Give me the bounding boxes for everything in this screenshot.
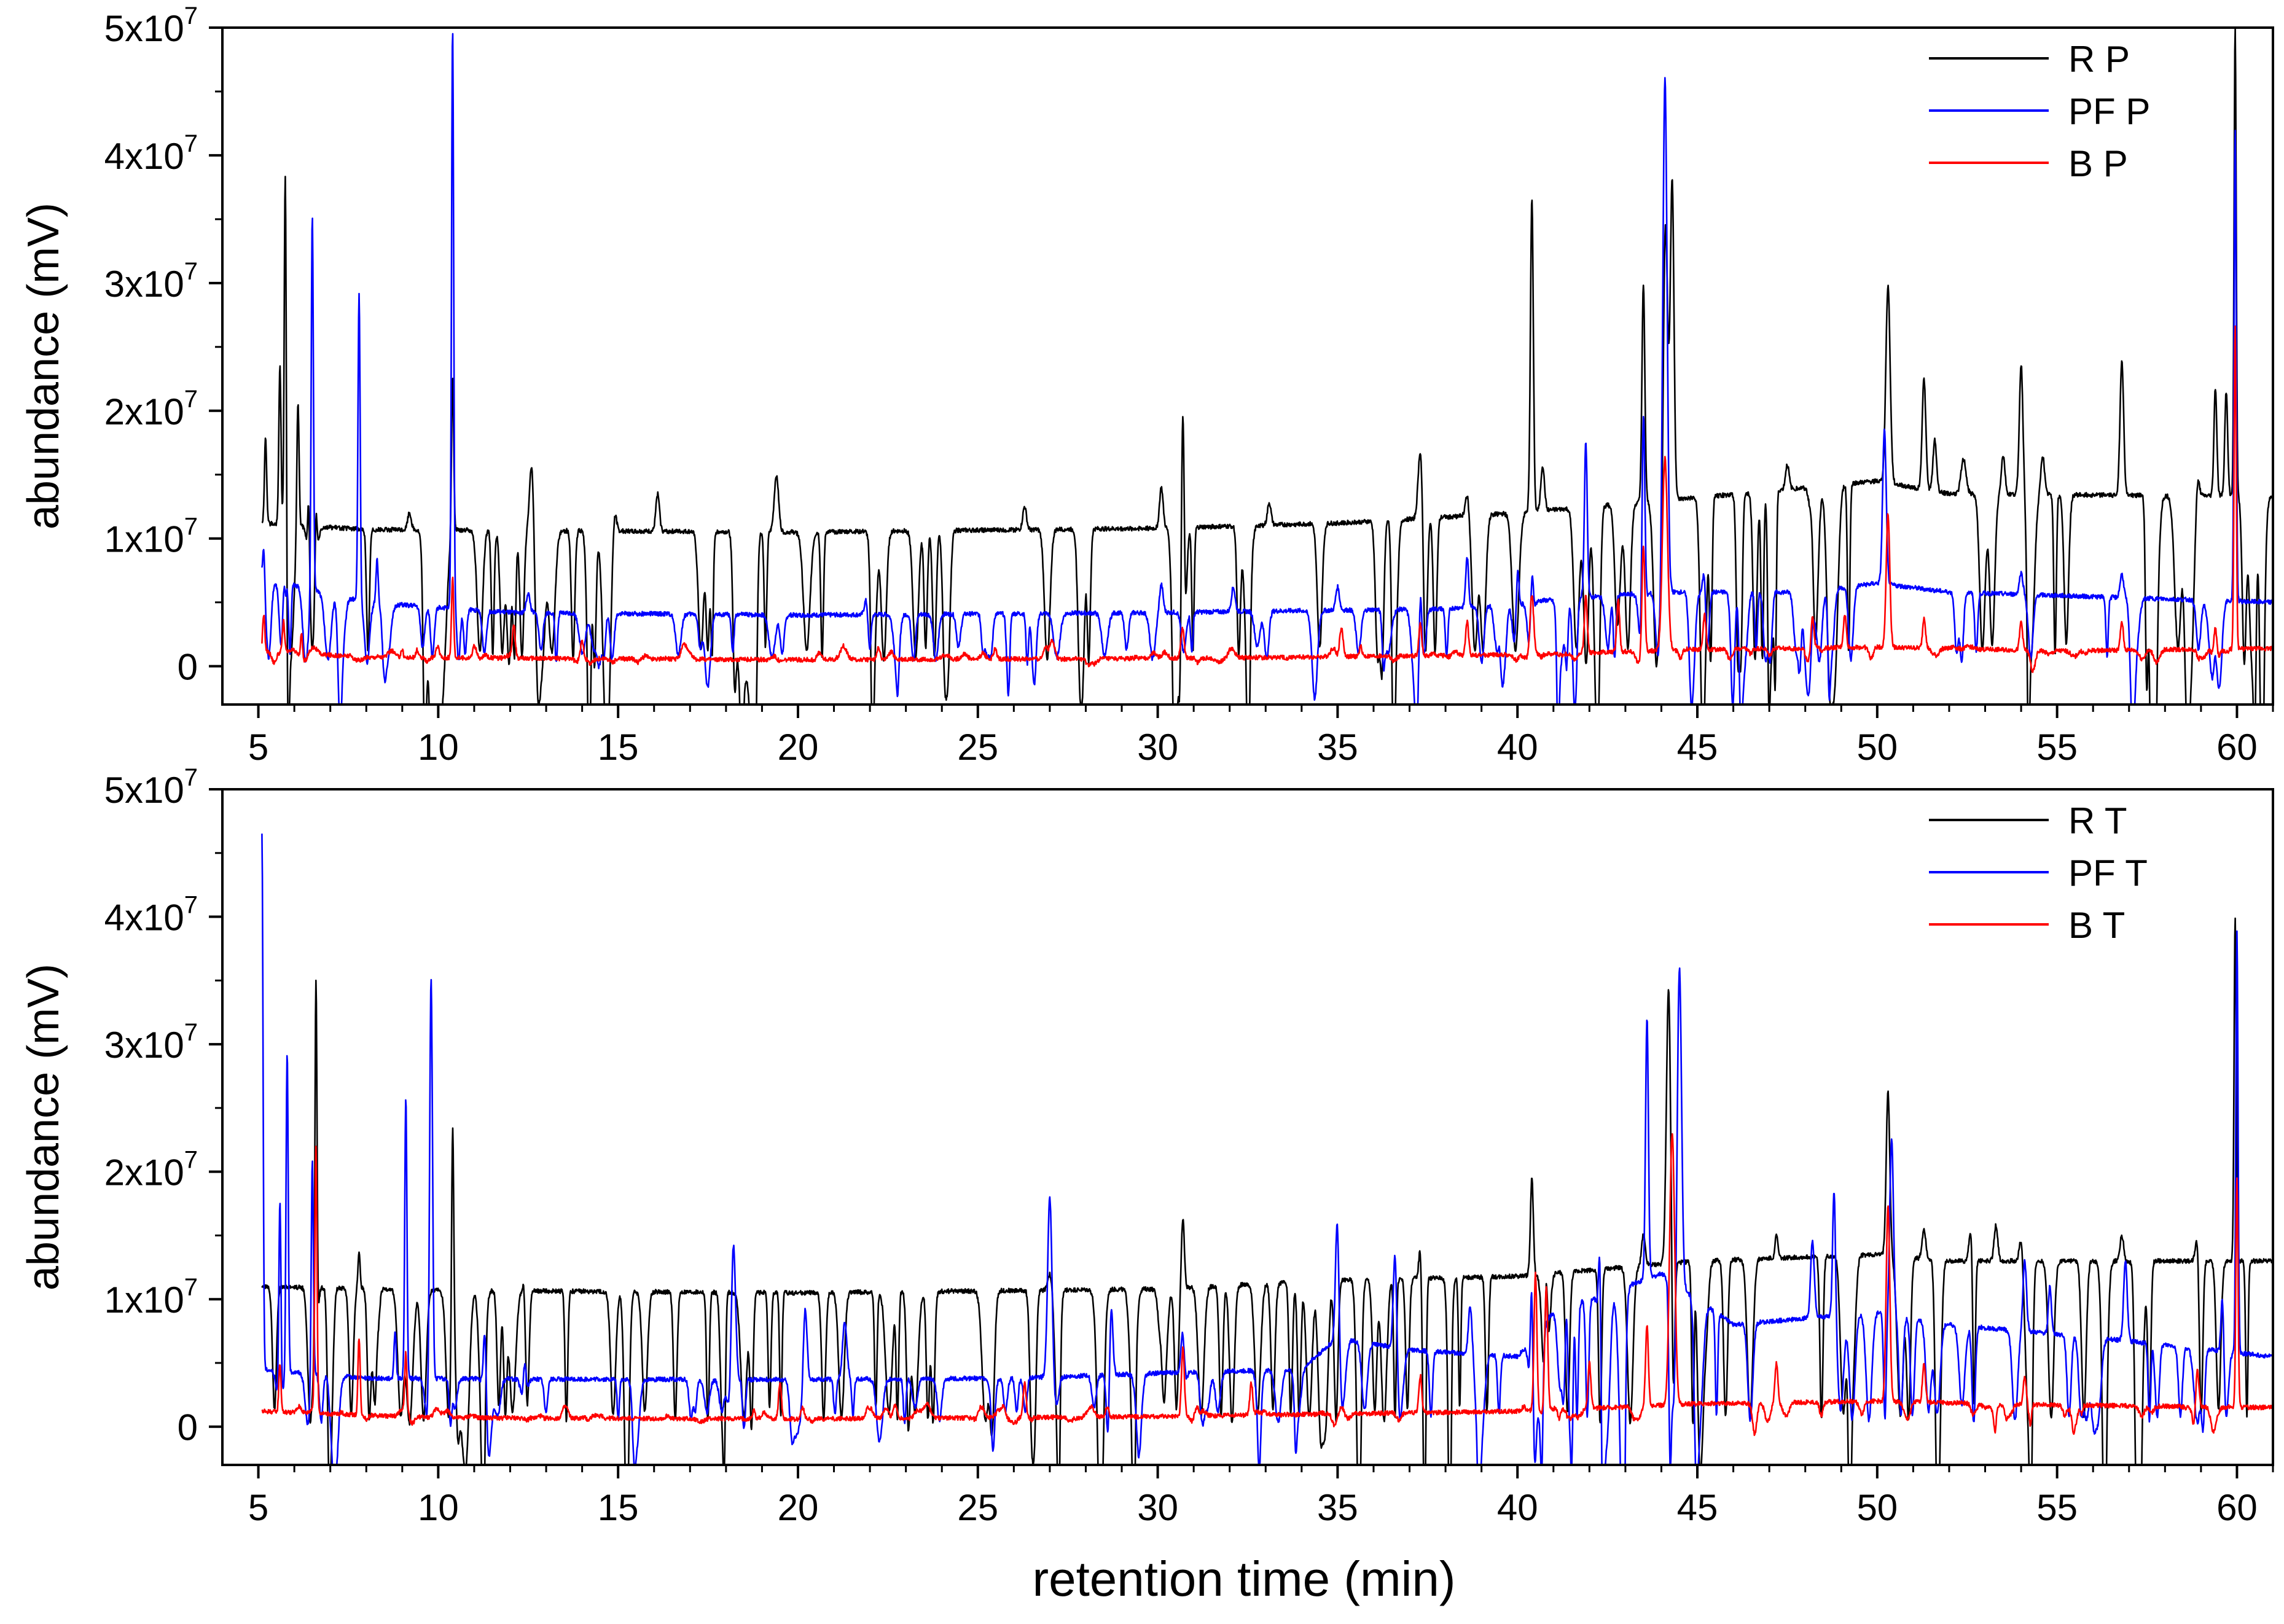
x-tick-label: 30	[1137, 1487, 1178, 1528]
legend: R P PF P B P	[1929, 39, 2150, 184]
x-tick-label: 5	[248, 727, 268, 768]
y-axis-label: abundance (mV)	[19, 203, 68, 529]
x-tick-label: 25	[957, 727, 998, 768]
y-tick-label: 5x107	[104, 2, 198, 49]
x-tick-label: 60	[2216, 1487, 2258, 1528]
x-tick-label: 15	[598, 1487, 639, 1528]
y-tick-label: 3x107	[104, 258, 198, 305]
series-line-pf-t	[261, 833, 2273, 1465]
x-tick-label: 60	[2216, 727, 2258, 768]
series-group	[261, 28, 2273, 705]
x-tick-label: 35	[1317, 1487, 1358, 1528]
y-tick-label: 4x107	[104, 130, 198, 177]
plot-frame	[221, 26, 2274, 706]
legend-label: B T	[2068, 905, 2125, 946]
y-tick-label: 1x107	[104, 1274, 198, 1321]
x-tick-label: 20	[778, 1487, 819, 1528]
x-tick-label: 5	[248, 1487, 268, 1528]
legend-label: R T	[2068, 800, 2127, 841]
y-tick-label: 0	[178, 647, 198, 688]
x-tick-label: 20	[778, 727, 819, 768]
y-tick-label: 3x107	[104, 1019, 198, 1066]
series-line-r-p	[261, 28, 2273, 705]
x-tick-label: 25	[957, 1487, 998, 1528]
x-tick-label: 50	[1856, 727, 1898, 768]
series-group	[261, 833, 2273, 1465]
x-tick-label: 50	[1856, 1487, 1898, 1528]
x-tick-label: 30	[1137, 727, 1178, 768]
x-tick-label: 45	[1677, 727, 1718, 768]
x-tick-label: 35	[1317, 727, 1358, 768]
x-tick-label: 40	[1497, 1487, 1538, 1528]
legend-label: PF P	[2068, 91, 2150, 132]
x-tick-label: 10	[418, 1487, 459, 1528]
y-tick-label: 4x107	[104, 892, 198, 939]
legend-label: B P	[2068, 143, 2128, 184]
y-tick-label: 5x107	[104, 764, 198, 811]
x-tick-label: 10	[418, 727, 459, 768]
legend: R T PF T B T	[1929, 800, 2148, 946]
series-line-b-p	[261, 325, 2273, 673]
y-axis-label: abundance (mV)	[19, 964, 68, 1290]
panel-bottom: 0 1x107 2x107 3x107 4x107 5x107 5 10 15 20 25 30 35 4…	[19, 764, 2274, 1528]
x-tick-label: 45	[1677, 1487, 1718, 1528]
y-tick-label: 2x107	[104, 386, 198, 432]
y-tick-label: 0	[178, 1407, 198, 1448]
x-tick-label: 55	[2036, 1487, 2078, 1528]
series-line-b-t	[261, 1133, 2273, 1436]
y-tick-label: 1x107	[104, 513, 198, 560]
x-tick-label: 15	[598, 727, 639, 768]
x-tick-label: 40	[1497, 727, 1538, 768]
legend-label: PF T	[2068, 853, 2148, 894]
legend-label: R P	[2068, 39, 2130, 80]
panel-top: 0 1x107 2x107 3x107 4x107 5x107 5 10 15 20 25 30 35 4…	[19, 2, 2274, 768]
y-tick-label: 2x107	[104, 1147, 198, 1193]
plot-frame	[221, 788, 2274, 1466]
x-axis-label: retention time (min)	[1032, 1552, 1455, 1606]
series-line-r-t	[261, 917, 2273, 1465]
x-tick-label: 55	[2036, 727, 2078, 768]
